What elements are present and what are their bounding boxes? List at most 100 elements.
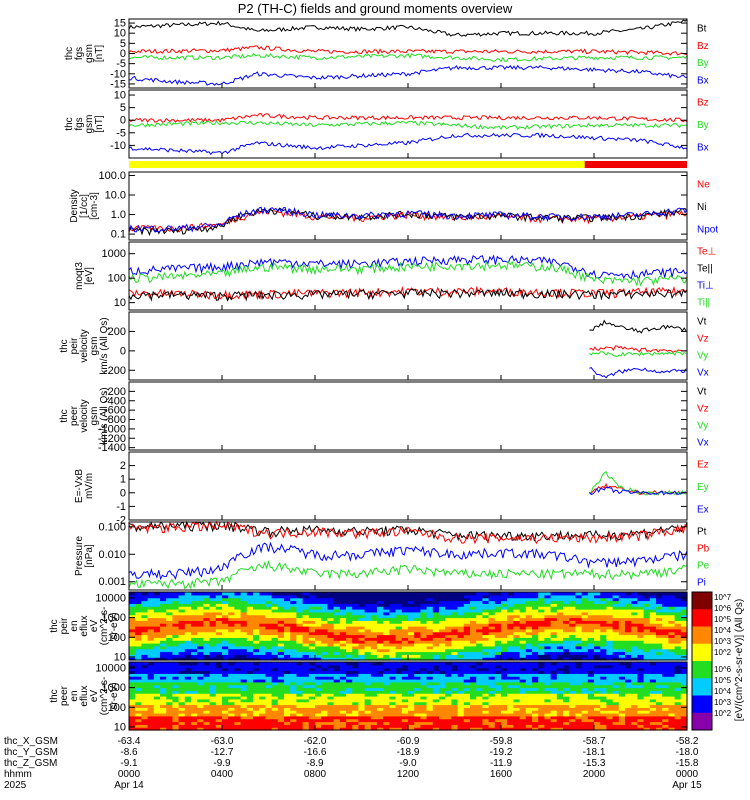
heatmap-cell [228, 724, 235, 728]
legend-entry: Bx [697, 75, 709, 86]
heatmap-cell [606, 626, 614, 630]
heatmap-cell [656, 626, 663, 630]
heatmap-cell [234, 614, 242, 619]
y-tick-label: -10 [110, 140, 126, 152]
heatmap-cell [253, 713, 260, 717]
x-axis-value: -8.6 [120, 747, 138, 758]
heatmap-cell [439, 696, 446, 700]
heatmap-cell [631, 673, 638, 677]
heatmap-cell [141, 696, 149, 700]
heatmap-cell [228, 654, 235, 658]
heatmap-cell [674, 710, 682, 714]
heatmap-cell [160, 597, 167, 602]
heatmap-cell [240, 721, 248, 725]
heatmap-cell [637, 634, 645, 638]
heatmap-cell [587, 603, 595, 607]
heatmap-cell [445, 701, 452, 706]
heatmap-cell [513, 681, 521, 686]
heatmap-cell [538, 657, 545, 661]
heatmap-cell [129, 701, 136, 706]
heatmap-cell [587, 696, 595, 700]
heatmap-cell [147, 662, 155, 666]
heatmap-cell [618, 609, 626, 613]
heatmap-cell [277, 707, 285, 711]
heatmap-cell [166, 664, 173, 669]
heatmap-cell [625, 609, 632, 613]
heatmap-cell [271, 628, 279, 633]
heatmap-cell [519, 592, 527, 596]
heatmap-cell [253, 600, 260, 604]
heatmap-cell [501, 614, 508, 619]
heatmap-cell [240, 690, 248, 694]
heatmap-cell [160, 606, 167, 610]
heatmap-cell [445, 643, 452, 647]
heatmap-cell [215, 606, 223, 610]
heatmap-cell [147, 693, 155, 697]
heatmap-cell [476, 684, 483, 689]
heatmap-cell [600, 657, 607, 661]
heatmap-cell [308, 645, 316, 650]
heatmap-cell [135, 710, 142, 714]
heatmap-cell [470, 623, 477, 627]
heatmap-cell [395, 600, 403, 604]
heatmap-cell [538, 681, 545, 686]
heatmap-cell [240, 592, 248, 596]
heatmap-cell [606, 710, 614, 714]
heatmap-cell [308, 617, 316, 621]
heatmap-cell [141, 681, 149, 686]
heatmap-cell [383, 637, 390, 641]
heatmap-cell [389, 626, 397, 630]
heatmap-cell [408, 721, 415, 725]
heatmap-cell [346, 597, 353, 602]
y-tick-label: 0.010 [98, 549, 126, 561]
heatmap-cell [662, 698, 669, 703]
heatmap-cell [563, 657, 570, 661]
heatmap-cell [191, 693, 198, 697]
heatmap-cell [290, 681, 297, 686]
heatmap-cell [265, 628, 273, 633]
heatmap-cell [501, 727, 508, 731]
heatmap-cell [408, 684, 415, 689]
heatmap-cell [153, 696, 161, 700]
heatmap-cell [606, 667, 614, 672]
heatmap-cell [222, 657, 229, 661]
x-axis-value: -63.0 [211, 736, 234, 747]
heatmap-cell [649, 693, 657, 697]
heatmap-cell [141, 693, 149, 697]
x-axis-value: -11.9 [490, 758, 512, 769]
heatmap-cell [370, 645, 378, 650]
heatmap-cell [265, 715, 273, 720]
heatmap-cell [160, 611, 167, 616]
heatmap-cell [358, 679, 366, 683]
heatmap-cell [594, 603, 601, 607]
heatmap-cell [215, 721, 223, 725]
heatmap-cell [631, 614, 638, 619]
heatmap-cell [612, 626, 620, 630]
heatmap-cell [451, 681, 459, 686]
heatmap-cell [321, 651, 328, 655]
heatmap-cell [172, 611, 180, 616]
heatmap-cell [408, 614, 415, 619]
heatmap-cell [302, 676, 310, 680]
heatmap-cell [501, 592, 508, 596]
heatmap-cell [594, 657, 601, 661]
heatmap-cell [457, 609, 465, 613]
heatmap-cell [277, 643, 285, 647]
heatmap-cell [389, 617, 397, 621]
heatmap-cell [668, 654, 676, 658]
heatmap-cell [538, 597, 545, 602]
heatmap-cell [625, 724, 632, 728]
heatmap-cell [656, 696, 663, 700]
heatmap-cell [203, 628, 211, 633]
heatmap-cell [674, 676, 682, 680]
heatmap-cell [240, 620, 248, 624]
heatmap-cell [625, 648, 632, 653]
heatmap-cell [662, 640, 669, 644]
heatmap-cell [296, 670, 304, 674]
heatmap-cell [339, 693, 347, 697]
heatmap-cell [606, 643, 614, 647]
heatmap-cell [656, 648, 663, 653]
heatmap-cell [488, 721, 496, 725]
heatmap-cell [178, 645, 186, 650]
heatmap-cell [451, 713, 459, 717]
